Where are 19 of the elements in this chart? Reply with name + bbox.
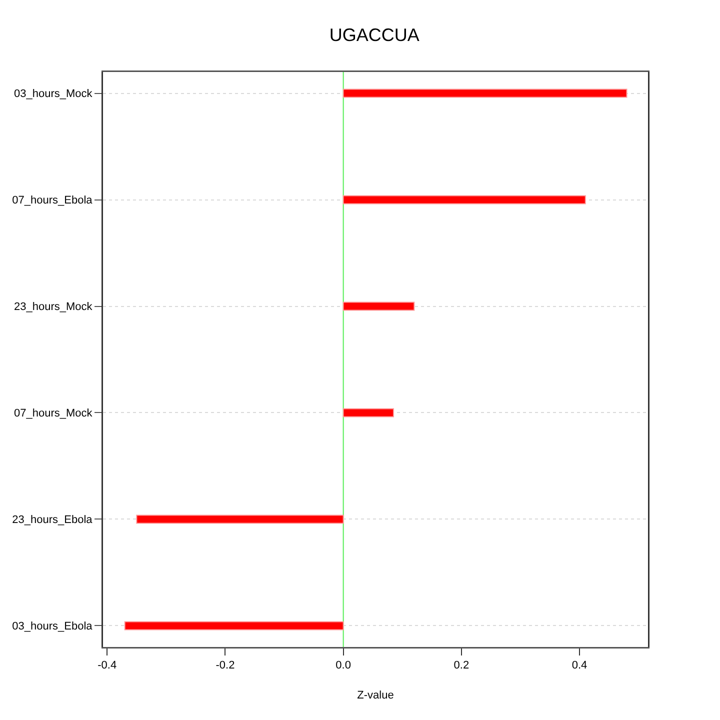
bar bbox=[342, 195, 586, 204]
x-tick-label: 0.2 bbox=[454, 660, 470, 672]
x-tick-label: 0.4 bbox=[572, 660, 588, 672]
x-tick-label: -0.4 bbox=[98, 660, 117, 672]
y-tick-label: 03_hours_Mock bbox=[14, 88, 93, 100]
x-tick-label: -0.2 bbox=[216, 660, 235, 672]
y-tick-label: 23_hours_Ebola bbox=[12, 514, 94, 526]
y-tick-label: 03_hours_Ebola bbox=[12, 620, 94, 633]
x-axis-title: Z-value bbox=[357, 690, 394, 702]
y-tick-label: 07_hours_Ebola bbox=[12, 194, 94, 207]
y-tick-label: 23_hours_Mock bbox=[14, 301, 93, 314]
bar bbox=[342, 408, 394, 418]
bar bbox=[342, 302, 415, 311]
bar bbox=[342, 88, 628, 98]
chart-title: UGACCUA bbox=[329, 24, 420, 45]
y-tick-label: 07_hours_Mock bbox=[14, 408, 93, 420]
x-tick-label: 0.0 bbox=[336, 660, 351, 672]
bar bbox=[136, 514, 344, 524]
bar bbox=[124, 621, 344, 630]
